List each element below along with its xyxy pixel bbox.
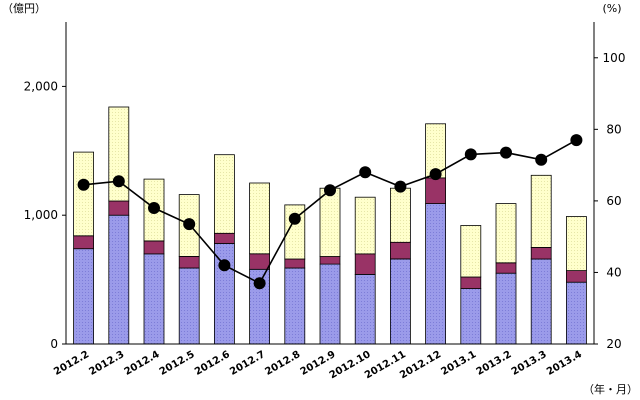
x-tick-label: 2012.3 [87,349,126,378]
bar-segment-3-2012.9 [319,187,341,257]
bar-segment-3-2012.11 [389,187,411,243]
right-tick-label: 20 [606,337,621,351]
line-point-2013.1 [464,148,477,161]
x-tick-label: 2012.6 [193,349,232,378]
bar-segment-1-2013.1 [460,288,482,345]
bar-segment-3-2012.10 [354,196,376,255]
axes-layer: （億円） (%) （年・月） [2,2,638,396]
bar-segment-2-2013.3 [530,246,552,260]
line-point-2013.2 [500,146,512,159]
bar-segment-1-2013.2 [495,272,517,345]
x-tick-label: 2012.4 [123,349,162,378]
bar-segment-2-2012.2 [73,235,94,250]
bar-segment-2-2012.5 [178,255,200,269]
bar-segment-2-2013.4 [566,270,587,283]
bar-segment-2-2012.10 [354,253,376,275]
bar-segment-3-2013.4 [566,216,587,271]
x-tick-label: 2013.4 [545,349,584,378]
bar-segment-1-2013.4 [566,281,587,345]
bar-segment-2-2012.4 [143,240,165,255]
line-point-2012.8 [288,212,301,225]
bar-segment-2-2012.6 [213,232,235,244]
x-tick-label: 2013.3 [510,349,549,378]
line-point-2013.4 [570,134,583,147]
bar-segment-1-2012.8 [284,267,306,345]
bar-segment-2-2013.1 [460,276,482,290]
bar-segment-2-2012.9 [319,255,341,265]
bar-segment-2-2012.8 [284,258,306,269]
x-axis-unit: （年・月） [583,382,638,396]
bar-segment-1-2012.2 [73,248,94,345]
bar-segment-2-2012.3 [108,200,130,216]
bar-segment-1-2012.12 [425,203,447,345]
bars-layer [73,106,587,345]
bar-segment-3-2013.3 [530,174,552,248]
bar-segment-2-2013.2 [495,262,517,274]
x-tick-label: 2012.2 [52,349,91,378]
right-tick-label: 60 [606,194,621,208]
right-tick-label: 40 [606,265,621,279]
right-tick-label: 100 [603,51,626,65]
bar-segment-3-2013.2 [495,203,517,264]
bar-segment-1-2012.10 [354,273,376,345]
bar-segment-1-2012.11 [389,258,411,345]
line-point-2012.9 [324,184,336,197]
bar-segment-3-2012.2 [73,151,94,237]
line-point-2013.3 [535,153,548,166]
bar-segment-1-2012.9 [319,263,341,345]
line-point-2012.10 [359,166,372,179]
left-tick-label: 0 [50,337,58,351]
line-point-2012.12 [429,168,442,181]
line-point-2012.7 [253,277,266,290]
bar-segment-1-2012.6 [213,243,235,345]
x-tick-label: 2012.7 [228,349,267,378]
line-point-2012.3 [112,175,125,188]
bar-segment-1-2012.4 [143,253,165,345]
x-tick-label: 2012.8 [263,349,302,378]
left-axis-unit: （億円） [2,2,46,15]
x-tick-label: 2013.2 [475,349,514,378]
line-point-2012.11 [394,180,407,193]
x-tick-label: 2012.5 [158,349,197,378]
right-tick-label: 80 [606,122,621,136]
left-tick-label: 1,000 [24,208,58,222]
bar-segment-3-2013.1 [460,225,482,278]
left-tick-label: 2,000 [24,79,58,93]
bar-segment-2-2012.12 [425,177,447,205]
line-point-2012.2 [77,178,90,191]
x-tick-label: 2013.1 [439,349,478,378]
bar-segment-2-2012.11 [389,241,411,260]
bar-segment-3-2012.3 [108,106,130,202]
line-point-2012.5 [183,218,196,231]
bar-segment-1-2013.3 [530,258,552,345]
right-axis-unit: (%) [602,2,621,15]
bar-segment-3-2012.7 [249,182,271,255]
bar-segment-1-2012.3 [108,214,130,345]
line-point-2012.6 [218,259,231,272]
bar-segment-3-2012.6 [213,154,235,234]
line-point-2012.4 [148,202,160,214]
line-layer [77,134,583,290]
bar-segment-1-2012.5 [178,267,200,345]
bar-segment-2-2012.7 [249,253,271,270]
